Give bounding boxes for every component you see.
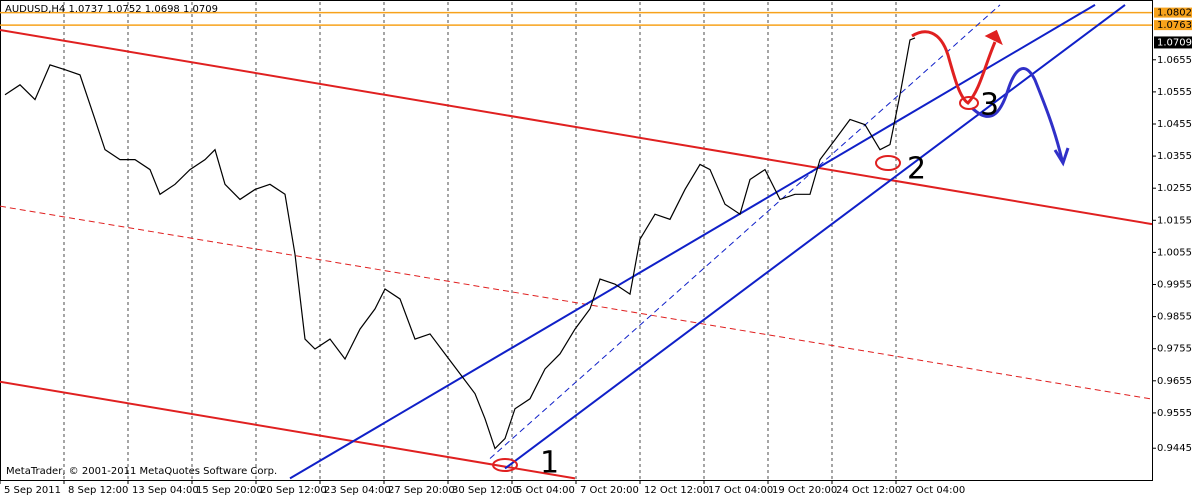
sketch-red — [911, 30, 997, 105]
y-tick-label: 1.0555 — [1157, 87, 1192, 98]
x-tick-label: 24 Oct 12:00 — [836, 485, 901, 496]
level-label-box — [1154, 7, 1192, 18]
x-tick-label: 19 Oct 20:00 — [772, 485, 837, 496]
x-tick-label: 7 Oct 20:00 — [580, 485, 639, 496]
y-tick-label: 1.0355 — [1157, 151, 1192, 162]
trendline — [489, 4, 1001, 459]
y-tick-label: 1.0455 — [1157, 119, 1192, 130]
level-label: 1.0763 — [1157, 20, 1192, 31]
x-tick-label: 17 Oct 04:00 — [708, 485, 773, 496]
price-label-box — [1154, 36, 1192, 49]
arrow-red — [984, 29, 1003, 46]
y-tick-label: 0.9955 — [1157, 279, 1192, 290]
annotation: 1 — [540, 446, 559, 481]
y-tick-label: 0.9655 — [1157, 376, 1192, 387]
y-tick-label: 0.9755 — [1157, 344, 1192, 355]
sketch-blue — [970, 67, 1064, 161]
annotation: 2 — [907, 152, 926, 187]
footer: MetaTrader, © 2001-2011 MetaQuotes Softw… — [6, 466, 277, 477]
y-tick-label: 0.9445 — [1157, 443, 1192, 454]
grid — [0, 2, 1156, 484]
y-tick-label: 0.9555 — [1157, 408, 1192, 419]
annotation: 3 — [980, 88, 999, 123]
trendline — [0, 28, 1153, 226]
trendline — [0, 205, 1151, 400]
x-tick-label: 27 Oct 04:00 — [900, 485, 965, 496]
marker-ellipse — [959, 96, 979, 110]
trendline — [289, 4, 1096, 480]
y-tick-label: 1.0155 — [1157, 215, 1192, 226]
x-tick-label: 13 Sep 04:00 — [132, 485, 199, 496]
x-tick-label: 23 Sep 04:00 — [324, 485, 391, 496]
x-tick-label: 12 Oct 12:00 — [644, 485, 709, 496]
y-tick-label: 1.0255 — [1157, 183, 1192, 194]
x-tick-label: 20 Sep 12:00 — [260, 485, 327, 496]
arrow-blue — [1053, 147, 1070, 167]
price-label: 1.0709 — [1157, 37, 1192, 48]
x-tick-label: 8 Sep 12:00 — [68, 485, 128, 496]
level-label-box — [1154, 20, 1192, 31]
x-tick-label: 30 Sep 12:00 — [452, 485, 519, 496]
x-tick-label: 5 Sep 2011 — [4, 485, 61, 496]
trendline — [504, 4, 1126, 470]
chart-title: AUDUSD,H4 1.0737 1.0752 1.0698 1.0709 — [5, 4, 218, 15]
plot-frame — [0, 0, 1153, 481]
y-tick-label: 0.9855 — [1157, 312, 1192, 323]
x-tick-label: 5 Oct 04:00 — [516, 485, 575, 496]
marker-ellipse — [875, 155, 901, 171]
y-tick-label: 1.0655 — [1157, 55, 1192, 66]
price-line — [4, 37, 916, 450]
marker-ellipse — [492, 458, 518, 472]
level-label: 1.0802 — [1157, 8, 1192, 19]
y-tick-label: 1.0055 — [1157, 247, 1192, 258]
trendline — [0, 380, 576, 480]
marks — [0, 4, 1153, 480]
x-tick-label: 27 Sep 20:00 — [388, 485, 455, 496]
x-tick-label: 15 Sep 20:00 — [196, 485, 263, 496]
